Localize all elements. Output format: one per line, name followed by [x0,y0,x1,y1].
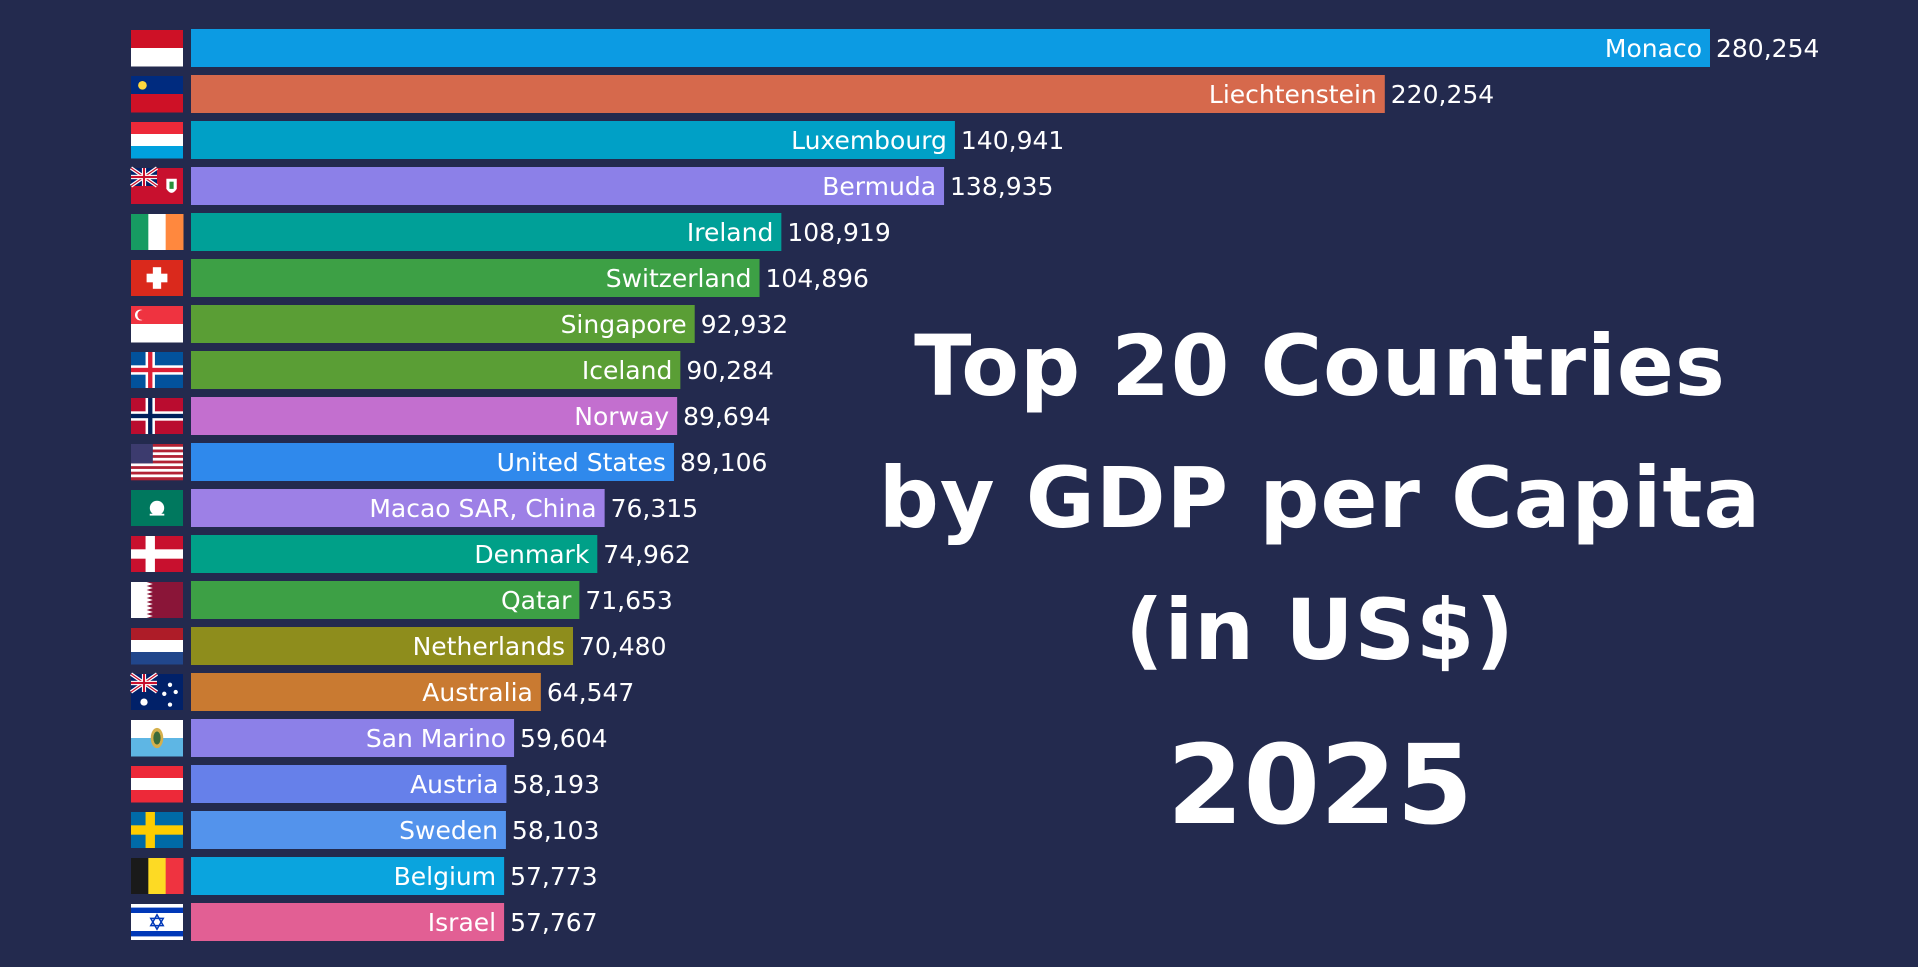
category-label: United States [497,448,666,477]
australia-flag-icon [129,672,183,710]
bar [191,397,678,435]
value-label: 140,941 [961,126,1064,155]
israel-flag-icon [131,904,183,940]
bar [191,121,955,159]
bar [191,443,674,481]
value-label: 108,919 [787,218,890,247]
value-label: 89,106 [680,448,767,477]
category-label: Macao SAR, China [369,494,596,523]
norway-flag-icon [131,398,183,434]
value-label: 92,932 [701,310,788,339]
category-label: Sweden [399,816,498,845]
category-label: Qatar [501,586,572,615]
bar [191,305,695,343]
value-label: 104,896 [766,264,869,293]
san-marino-flag-icon [131,720,183,757]
category-label: Australia [422,678,533,707]
austria-flag-icon [131,766,183,803]
bar [191,857,505,895]
united-states-flag-icon [131,444,183,481]
bar [191,29,1710,67]
bar [191,811,506,849]
value-label: 58,103 [512,816,599,845]
category-label: Denmark [474,540,589,569]
bar [191,627,574,665]
title-line-1: Top 20 Countries [914,317,1726,415]
value-label: 74,962 [603,540,690,569]
value-label: 76,315 [611,494,698,523]
category-label: San Marino [366,724,506,753]
value-label: 90,284 [686,356,773,385]
qatar-flag-icon [131,582,183,618]
category-label: Belgium [394,862,497,891]
category-label: Switzerland [606,264,752,293]
value-label: 64,547 [547,678,634,707]
bar [191,167,945,205]
bar [191,535,598,573]
category-label: Luxembourg [791,126,947,155]
iceland-flag-icon [131,352,183,388]
bar [191,719,515,757]
macao-flag-icon [131,490,183,526]
category-label: Ireland [687,218,773,247]
bermuda-flag-icon [129,166,183,204]
value-label: 57,767 [510,908,597,937]
title-line-3: (in US$) [1125,581,1515,679]
category-label: Monaco [1605,34,1702,63]
bar [191,765,507,803]
monaco-flag-icon [131,30,183,67]
value-label: 59,604 [520,724,607,753]
bar [191,673,541,711]
value-label: 280,254 [1716,34,1819,63]
bar [191,489,605,527]
bar [191,75,1385,113]
luxembourg-flag-icon [131,122,183,159]
chart-title: Top 20 Countries by GDP per Capita (in U… [860,300,1780,696]
bar [191,581,580,619]
netherlands-flag-icon [131,628,183,665]
value-label: 138,935 [950,172,1053,201]
title-line-2: by GDP per Capita [878,449,1762,547]
bar [191,351,681,389]
category-label: Israel [428,908,496,937]
value-label: 57,773 [510,862,597,891]
liechtenstein-flag-icon [131,76,183,113]
category-label: Singapore [561,310,687,339]
category-label: Austria [410,770,498,799]
value-label: 89,694 [683,402,770,431]
bar [191,213,782,251]
sweden-flag-icon [131,812,183,848]
denmark-flag-icon [131,536,183,572]
category-label: Bermuda [822,172,936,201]
value-label: 70,480 [579,632,666,661]
switzerland-flag-icon [131,260,183,296]
value-label: 71,653 [585,586,672,615]
bar [191,903,505,941]
year-label: 2025 [1166,721,1474,849]
category-label: Liechtenstein [1209,80,1377,109]
value-label: 220,254 [1391,80,1494,109]
singapore-flag-icon [131,306,183,343]
belgium-flag-icon [131,858,184,894]
category-label: Norway [574,402,669,431]
category-label: Netherlands [413,632,565,661]
category-label: Iceland [582,356,672,385]
ireland-flag-icon [131,214,184,250]
value-label: 58,193 [512,770,599,799]
bar [191,259,760,297]
